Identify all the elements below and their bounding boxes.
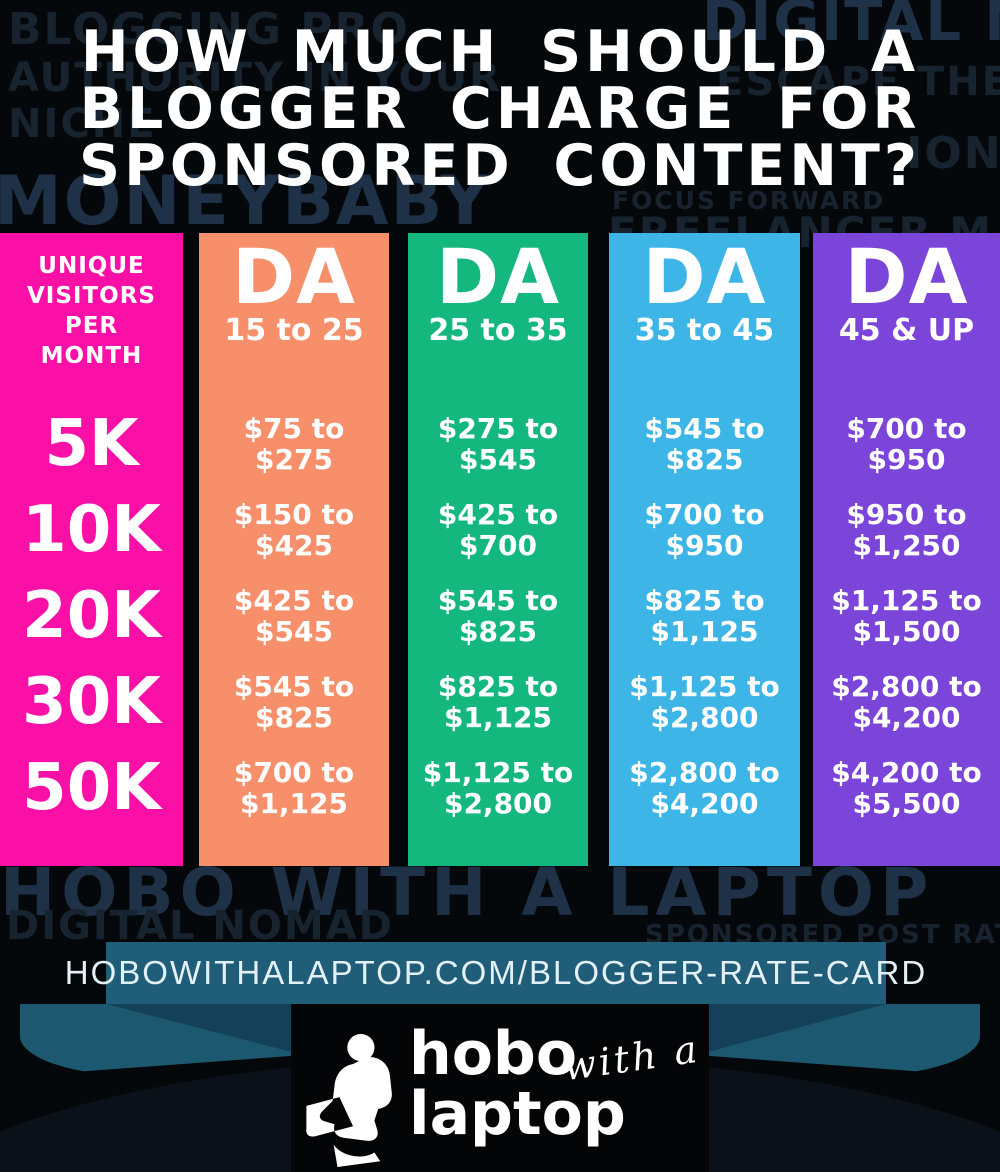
rate-cell: $4,200 to $5,500 <box>831 756 982 820</box>
title-line-2: BLOGGER CHARGE FOR <box>79 76 921 142</box>
rate-cell: $545 to $825 <box>437 584 559 648</box>
column-da-35-45: DA 35 to 45 $545 to $825 $700 to $950 $825… <box>609 233 800 866</box>
rate-cell: $425 to $545 <box>233 584 355 648</box>
watermark-ion-fragment: ION <box>906 128 1000 179</box>
logo-wordmark: hobo laptop <box>409 1024 626 1144</box>
visitors-header: UNIQUE VISITORS PER MONTH <box>0 233 183 401</box>
rate-cell: $825 to $1,125 <box>644 584 765 648</box>
watermark-digital-nomad-top: DIGITAL NOMAD <box>702 0 1000 54</box>
rate-cell: $700 to $1,125 <box>233 756 355 820</box>
rate-cell: $700 to $950 <box>846 412 967 476</box>
watermark-niche: NICHE <box>8 101 157 147</box>
da-15-25-header: DA 15 to 25 <box>199 233 389 401</box>
logo-box: hobo laptop with a <box>291 1004 709 1172</box>
watermark-moneybaby: MONEYBABY <box>0 162 492 241</box>
website-url: HOBOWITHALAPTOP.COM/BLOGGER-RATE-CARD <box>64 954 928 991</box>
da-label: DA <box>232 232 356 321</box>
watermark-blogging-pro: BLOGGING PRO <box>8 4 410 55</box>
rate-cell: $545 to $825 <box>644 412 765 476</box>
visitors-row-50k: 50K <box>22 751 161 825</box>
da-label: DA <box>844 232 969 321</box>
rate-cell: $75 to $275 <box>243 412 345 476</box>
rate-cell: $1,125 to $2,800 <box>422 756 574 820</box>
visitors-header-line: PER <box>64 313 119 339</box>
da-25-35-header: DA 25 to 35 <box>408 233 588 401</box>
visitors-header-line: UNIQUE <box>38 253 145 279</box>
rate-cell: $545 to $825 <box>233 670 355 734</box>
visitors-row-20k: 20K <box>22 579 161 653</box>
rate-cell: $950 to $1,250 <box>846 498 967 562</box>
rate-cell: $2,800 to $4,200 <box>629 756 780 820</box>
da-label: DA <box>436 232 560 321</box>
da-35-45-header: DA 35 to 45 <box>609 233 800 401</box>
column-da-25-35: DA 25 to 35 $275 to $545 $425 to $700 $545… <box>408 233 588 866</box>
column-da-15-25: DA 15 to 25 $75 to $275 $150 to $425 $425 … <box>199 233 389 866</box>
watermark-authority: AUTHORITY IN YOUR <box>8 55 502 101</box>
da-45-up-header: DA 45 & UP <box>813 233 1000 401</box>
logo-word-hobo: hobo <box>409 1019 578 1089</box>
rate-cell: $2,800 to $4,200 <box>831 670 982 734</box>
column-unique-visitors: UNIQUE VISITORS PER MONTH 5K 10K 20K 30K… <box>0 233 183 866</box>
visitors-row-30k: 30K <box>22 665 161 739</box>
url-banner: HOBOWITHALAPTOP.COM/BLOGGER-RATE-CARD <box>65 942 925 1004</box>
visitors-header-line: MONTH <box>40 343 143 369</box>
title-line-1: HOW MUCH SHOULD A <box>80 19 920 85</box>
rate-cell: $150 to $425 <box>233 498 355 562</box>
logo-word-laptop: laptop <box>409 1079 626 1149</box>
watermark-focus-forward: FOCUS FORWARD <box>612 186 886 215</box>
rate-cell: $275 to $545 <box>437 412 559 476</box>
watermark-digital-nomad-bottom: DIGITAL NOMAD <box>6 903 394 949</box>
da-range: 35 to 45 <box>634 313 775 348</box>
watermark-hobo-with-a-laptop: HOBO WITH A LAPTOP <box>0 854 935 931</box>
da-range: 45 & UP <box>838 313 975 348</box>
visitors-header-line: VISITORS <box>27 283 156 309</box>
rate-cell: $700 to $950 <box>644 498 765 562</box>
hobo-with-laptop-icon <box>306 1033 392 1168</box>
title-line-3: SPONSORED CONTENT? <box>79 133 921 199</box>
rate-cell: $1,125 to $2,800 <box>629 670 780 734</box>
watermark-escape-the-city: ESCAPE THE CITY <box>716 59 1000 105</box>
da-range: 15 to 25 <box>224 313 364 348</box>
da-range: 25 to 35 <box>428 313 568 348</box>
visitors-row-5k: 5K <box>44 407 139 481</box>
rate-cell: $425 to $700 <box>437 498 559 562</box>
rate-cell: $1,125 to $1,500 <box>831 584 982 648</box>
column-da-45-up: DA 45 & UP $700 to $950 $950 to $1,250 $1,… <box>813 233 1000 866</box>
page-title: HOW MUCH SHOULD A BLOGGER CHARGE FOR SPO… <box>0 24 1000 195</box>
da-label: DA <box>642 232 767 321</box>
visitors-row-10k: 10K <box>22 493 161 567</box>
rate-cell: $825 to $1,125 <box>437 670 559 734</box>
